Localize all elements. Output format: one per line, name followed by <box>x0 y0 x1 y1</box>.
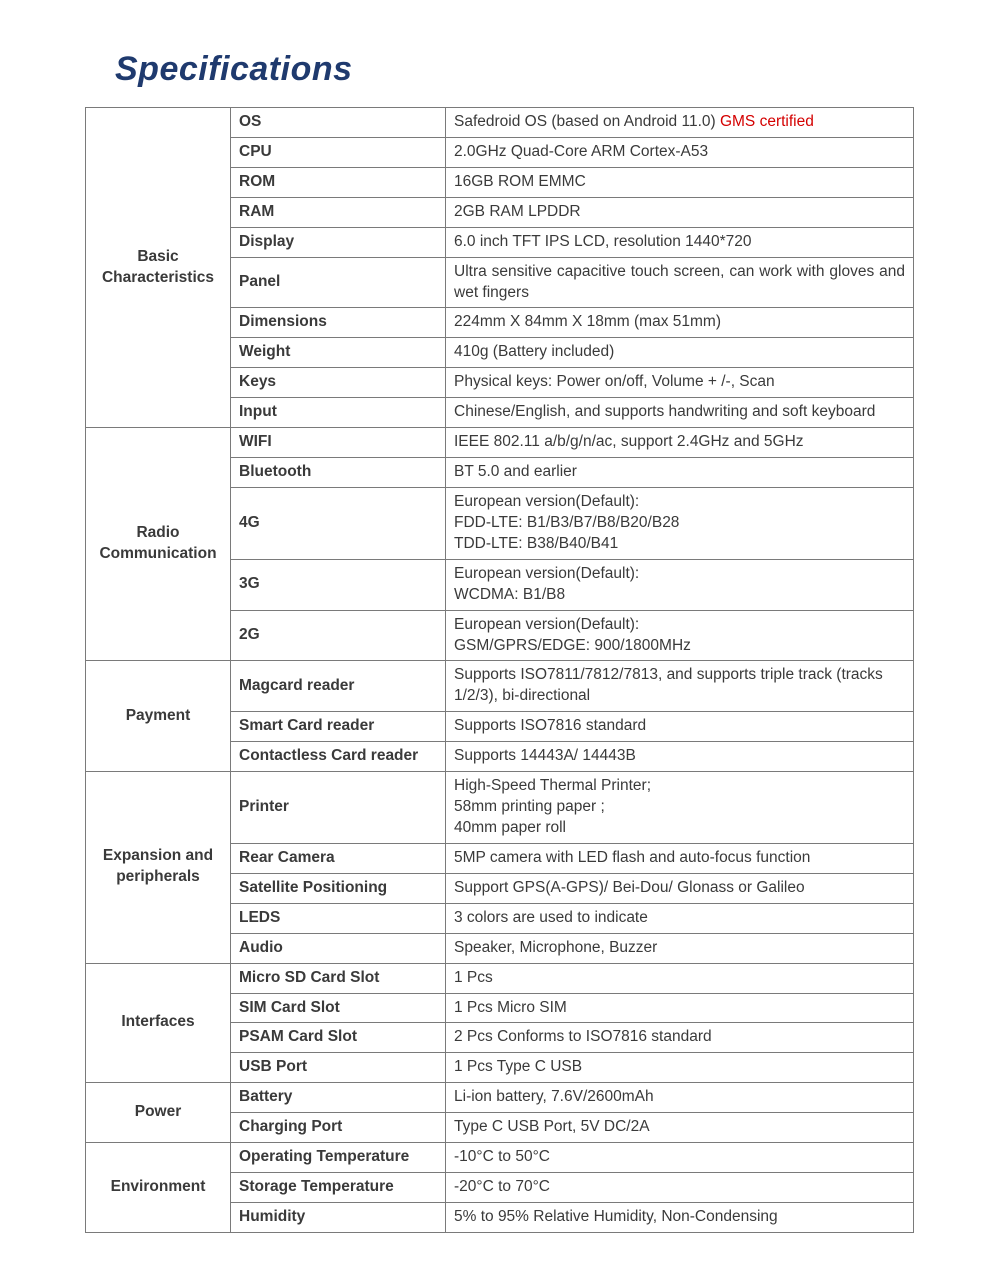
spec-value: 410g (Battery included) <box>446 338 914 368</box>
spec-label: Magcard reader <box>231 661 446 712</box>
spec-label: Charging Port <box>231 1113 446 1143</box>
spec-label: WIFI <box>231 428 446 458</box>
spec-value: European version(Default):GSM/GPRS/EDGE:… <box>446 610 914 661</box>
spec-label: PSAM Card Slot <box>231 1023 446 1053</box>
spec-value: 1 Pcs Type C USB <box>446 1053 914 1083</box>
category-cell: Interfaces <box>86 963 231 1083</box>
spec-value: High-Speed Thermal Printer;58mm printing… <box>446 772 914 844</box>
spec-value: Ultra sensitive capacitive touch screen,… <box>446 257 914 308</box>
spec-value: Safedroid OS (based on Android 11.0) GMS… <box>446 108 914 138</box>
spec-value: Physical keys: Power on/off, Volume + /-… <box>446 368 914 398</box>
category-cell: Power <box>86 1083 231 1143</box>
spec-label: Input <box>231 398 446 428</box>
category-cell: Radio Communication <box>86 428 231 661</box>
page-title: Specifications <box>115 50 914 89</box>
category-cell: Environment <box>86 1143 231 1233</box>
table-row: PowerBatteryLi-ion battery, 7.6V/2600mAh <box>86 1083 914 1113</box>
category-cell: Payment <box>86 661 231 772</box>
spec-label: Dimensions <box>231 308 446 338</box>
category-cell: Basic Characteristics <box>86 108 231 428</box>
spec-label: LEDS <box>231 903 446 933</box>
spec-label: Printer <box>231 772 446 844</box>
spec-label: 4G <box>231 487 446 559</box>
spec-value: European version(Default):FDD-LTE: B1/B3… <box>446 487 914 559</box>
spec-value: 2 Pcs Conforms to ISO7816 standard <box>446 1023 914 1053</box>
spec-value: European version(Default):WCDMA: B1/B8 <box>446 559 914 610</box>
spec-label: 2G <box>231 610 446 661</box>
spec-value: 2.0GHz Quad-Core ARM Cortex-A53 <box>446 137 914 167</box>
category-cell: Expansion and peripherals <box>86 772 231 963</box>
spec-value: Supports ISO7816 standard <box>446 712 914 742</box>
highlight-text: GMS certified <box>720 113 814 130</box>
spec-value: 1 Pcs Micro SIM <box>446 993 914 1023</box>
spec-value: Type C USB Port, 5V DC/2A <box>446 1113 914 1143</box>
spec-value: 6.0 inch TFT IPS LCD, resolution 1440*72… <box>446 227 914 257</box>
table-row: Expansion and peripheralsPrinterHigh-Spe… <box>86 772 914 844</box>
spec-value: -20°C to 70°C <box>446 1173 914 1203</box>
spec-value: Support GPS(A-GPS)/ Bei-Dou/ Glonass or … <box>446 873 914 903</box>
spec-label: Micro SD Card Slot <box>231 963 446 993</box>
spec-label: Operating Temperature <box>231 1143 446 1173</box>
spec-value: 1 Pcs <box>446 963 914 993</box>
spec-label: OS <box>231 108 446 138</box>
spec-value: 5% to 95% Relative Humidity, Non-Condens… <box>446 1202 914 1232</box>
spec-value: 2GB RAM LPDDR <box>446 197 914 227</box>
spec-label: Audio <box>231 933 446 963</box>
spec-value: Chinese/English, and supports handwritin… <box>446 398 914 428</box>
table-row: InterfacesMicro SD Card Slot1 Pcs <box>86 963 914 993</box>
spec-label: USB Port <box>231 1053 446 1083</box>
spec-label: 3G <box>231 559 446 610</box>
table-row: EnvironmentOperating Temperature-10°C to… <box>86 1143 914 1173</box>
spec-label: SIM Card Slot <box>231 993 446 1023</box>
spec-label: Smart Card reader <box>231 712 446 742</box>
spec-label: Panel <box>231 257 446 308</box>
spec-value: Speaker, Microphone, Buzzer <box>446 933 914 963</box>
spec-label: Humidity <box>231 1202 446 1232</box>
spec-label: RAM <box>231 197 446 227</box>
spec-label: ROM <box>231 167 446 197</box>
spec-label: CPU <box>231 137 446 167</box>
spec-label: Bluetooth <box>231 458 446 488</box>
specifications-table: Basic CharacteristicsOSSafedroid OS (bas… <box>85 107 914 1233</box>
spec-label: Display <box>231 227 446 257</box>
spec-value: Li-ion battery, 7.6V/2600mAh <box>446 1083 914 1113</box>
spec-label: Keys <box>231 368 446 398</box>
spec-label: Weight <box>231 338 446 368</box>
spec-value: 3 colors are used to indicate <box>446 903 914 933</box>
spec-label: Satellite Positioning <box>231 873 446 903</box>
spec-value: -10°C to 50°C <box>446 1143 914 1173</box>
spec-value: 16GB ROM EMMC <box>446 167 914 197</box>
spec-label: Contactless Card reader <box>231 742 446 772</box>
spec-label: Rear Camera <box>231 843 446 873</box>
spec-value: Supports ISO7811/7812/7813, and supports… <box>446 661 914 712</box>
spec-label: Battery <box>231 1083 446 1113</box>
table-row: Radio CommunicationWIFIIEEE 802.11 a/b/g… <box>86 428 914 458</box>
spec-label: Storage Temperature <box>231 1173 446 1203</box>
table-row: PaymentMagcard readerSupports ISO7811/78… <box>86 661 914 712</box>
spec-value: 224mm X 84mm X 18mm (max 51mm) <box>446 308 914 338</box>
table-row: Basic CharacteristicsOSSafedroid OS (bas… <box>86 108 914 138</box>
spec-value: Supports 14443A/ 14443B <box>446 742 914 772</box>
spec-value: IEEE 802.11 a/b/g/n/ac, support 2.4GHz a… <box>446 428 914 458</box>
spec-value: 5MP camera with LED flash and auto-focus… <box>446 843 914 873</box>
spec-value: BT 5.0 and earlier <box>446 458 914 488</box>
